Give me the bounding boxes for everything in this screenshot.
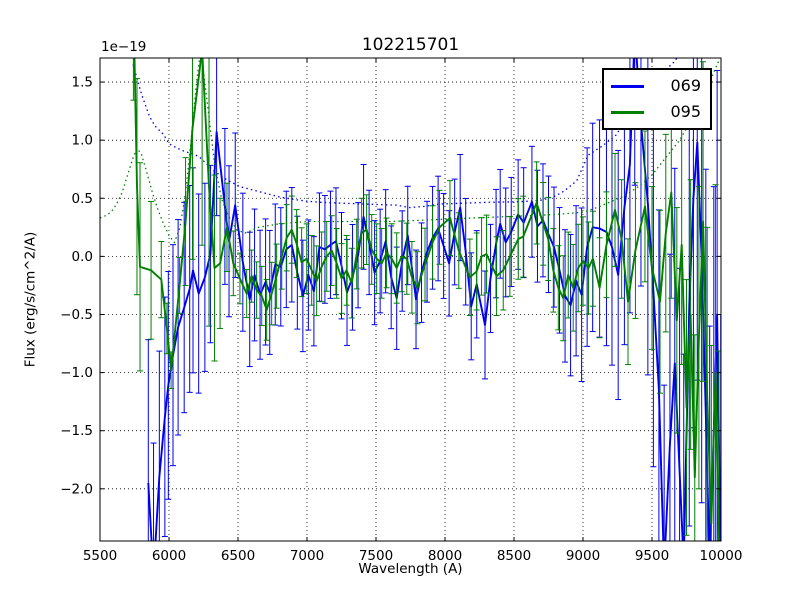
legend-item-069: 069 xyxy=(611,78,701,94)
series-095 xyxy=(100,58,721,541)
series-095-line xyxy=(133,58,720,541)
y-tick-label: 0.0 xyxy=(72,249,93,265)
x-axis-label: Wavelength (A) xyxy=(358,561,463,577)
y-tick-label: −0.5 xyxy=(60,307,93,323)
y-tick-label: 1.5 xyxy=(72,75,93,91)
x-tick-label: 8500 xyxy=(497,548,531,564)
plot-title: 102215701 xyxy=(361,35,460,55)
series-095-sigma-curve xyxy=(100,58,721,244)
legend: 069 095 xyxy=(602,68,712,130)
y-tick-label: −2.0 xyxy=(60,481,93,497)
tick-labels: 5500 6000 6500 7000 7500 8000 8500 9000 9500 1000… xyxy=(60,75,742,564)
legend-label-069: 069 xyxy=(670,76,701,95)
x-tick-label: 6500 xyxy=(221,548,255,564)
y-tick-label: −1.0 xyxy=(60,365,93,381)
x-tick-label: 8000 xyxy=(428,548,462,564)
legend-line-069 xyxy=(611,84,644,88)
y-tick-label: −1.5 xyxy=(60,423,93,439)
x-tick-label: 5500 xyxy=(83,548,117,564)
x-tick-label: 9500 xyxy=(635,548,669,564)
x-tick-label: 7500 xyxy=(359,548,393,564)
legend-item-095: 095 xyxy=(611,104,701,120)
x-tick-label: 10000 xyxy=(700,548,743,564)
legend-label-095: 095 xyxy=(670,102,701,121)
y-tick-label: 1.0 xyxy=(72,133,93,149)
axes-border xyxy=(99,57,722,542)
tick-marks xyxy=(99,58,722,541)
x-tick-label: 6000 xyxy=(152,548,186,564)
y-tick-label: 0.5 xyxy=(72,191,93,207)
legend-line-095 xyxy=(611,110,644,114)
x-tick-label: 7000 xyxy=(290,548,324,564)
grid xyxy=(100,58,721,541)
plot-background xyxy=(100,58,721,541)
y-axis-offset-label: 1e−19 xyxy=(101,39,147,55)
y-axis-label: Flux (erg/s/cm^2/A) xyxy=(22,231,39,368)
x-tick-label: 9000 xyxy=(566,548,600,564)
